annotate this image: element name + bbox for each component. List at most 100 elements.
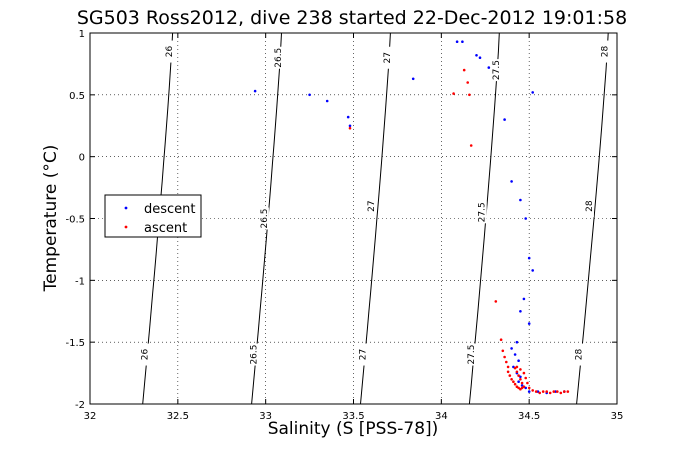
ascent-point xyxy=(515,365,519,369)
contour-label-bg xyxy=(490,59,501,82)
descent-point xyxy=(513,353,517,356)
y-tick-label: 0 xyxy=(79,153,85,164)
descent-point xyxy=(478,56,482,59)
descent-point xyxy=(522,297,526,301)
contour-label: 27.5 xyxy=(467,345,477,365)
contour-line xyxy=(360,32,391,405)
ascent-point xyxy=(524,376,527,380)
descent-point xyxy=(519,198,522,202)
contour-27: 27 27 27 xyxy=(357,32,393,405)
ascent-point xyxy=(469,144,473,147)
y-tick-label: 0.5 xyxy=(69,91,85,102)
contour-label: 28 xyxy=(601,46,611,58)
contour-label: 26 xyxy=(140,349,150,361)
contour-label-bg xyxy=(583,195,594,218)
descent-point xyxy=(527,390,531,393)
ascent-point xyxy=(526,381,529,385)
ascent-point xyxy=(556,390,559,393)
ascent-point xyxy=(545,390,548,393)
descent-point xyxy=(308,93,311,97)
descent-point xyxy=(461,40,464,43)
ascent-point xyxy=(508,374,512,377)
ascent-point xyxy=(517,374,520,377)
ascent-point xyxy=(559,391,563,395)
contour-label: 27 xyxy=(358,349,368,360)
ascent-point xyxy=(517,386,520,390)
ascent-point xyxy=(538,391,541,395)
contour-label-bg xyxy=(573,343,584,366)
series-ascent xyxy=(348,68,570,395)
legend-label-descent: descent xyxy=(144,202,196,217)
descent-point xyxy=(411,77,415,81)
ascent-point xyxy=(505,360,508,364)
series-descent xyxy=(253,40,566,395)
ascent-point xyxy=(499,338,503,342)
contour-label-bg xyxy=(248,343,259,366)
contour-27-5: 27.5 27.5 27.5 xyxy=(466,32,502,405)
contour-label: 27.5 xyxy=(492,60,502,80)
y-tick-label: -1 xyxy=(75,276,85,287)
y-axis-label: Temperature (°C) xyxy=(41,145,61,293)
data-series xyxy=(253,40,570,395)
contour-label: 27 xyxy=(383,52,393,63)
ascent-point xyxy=(534,390,538,393)
ascent-point xyxy=(515,370,519,374)
x-tick-label: 33 xyxy=(259,411,272,422)
legend: descent ascent xyxy=(104,194,202,238)
descent-point xyxy=(325,99,329,103)
contour-label: 26 xyxy=(165,46,175,58)
legend-label-ascent: ascent xyxy=(144,221,187,236)
ascent-point xyxy=(501,349,505,353)
ascent-point xyxy=(541,390,545,393)
contour-label-bg xyxy=(381,46,392,69)
contour-label: 27 xyxy=(367,200,377,211)
ascent-point xyxy=(503,355,506,359)
x-tick-label: 35 xyxy=(611,411,624,422)
descent-point xyxy=(524,217,527,220)
ascent-point xyxy=(519,378,522,381)
descent-point xyxy=(510,347,513,350)
x-tick-label: 34 xyxy=(435,411,448,422)
ascent-point xyxy=(531,389,534,392)
contour-label-bg xyxy=(476,201,487,224)
contour-label-bg xyxy=(366,195,377,218)
ascent-point xyxy=(494,300,498,303)
descent-point xyxy=(520,384,524,387)
descent-point xyxy=(348,124,352,128)
descent-point xyxy=(253,89,257,93)
contour-label: 28 xyxy=(574,349,584,361)
axis-ticks: 32 32.5 33 33.5 34 34.5 35 -2 -1.5 -1 -0.5 0 0.5 1 xyxy=(65,29,623,422)
descent-point xyxy=(519,310,522,313)
ascent-point xyxy=(462,68,466,72)
contour-28: 28 28 28 xyxy=(573,32,611,405)
contour-label: 26.5 xyxy=(260,208,270,228)
contour-label-bg xyxy=(272,46,283,69)
ascent-point xyxy=(506,365,510,369)
ascent-point xyxy=(522,385,526,389)
descent-point xyxy=(346,115,350,119)
legend-box xyxy=(104,194,202,238)
chart-title: SG503 Ross2012, dive 238 started 22-Dec-… xyxy=(77,7,627,29)
ascent-point xyxy=(548,391,552,395)
contour-label-bg xyxy=(139,343,150,366)
contour-label-bg xyxy=(164,40,175,63)
contour-label-bg xyxy=(258,207,269,230)
descent-point xyxy=(531,91,534,94)
contour-label: 26.5 xyxy=(249,345,259,365)
contour-label-bg xyxy=(466,343,477,366)
ascent-point xyxy=(552,390,556,393)
y-tick-label: 1 xyxy=(79,29,85,40)
descent-point xyxy=(517,380,520,384)
y-tick-label: -2 xyxy=(75,400,85,411)
ascent-point xyxy=(563,390,566,393)
descent-point xyxy=(517,359,520,363)
ascent-point xyxy=(512,380,515,384)
x-tick-label: 33.5 xyxy=(342,411,364,422)
contour-label: 26.5 xyxy=(274,48,284,68)
ascent-point xyxy=(466,81,470,84)
contour-label-bg xyxy=(357,343,368,366)
contour-label-bg xyxy=(599,40,610,63)
contour-26-5: 26.5 26.5 26.5 xyxy=(248,32,284,405)
contour-label: 28 xyxy=(585,200,595,212)
legend-marker-descent xyxy=(124,206,128,210)
